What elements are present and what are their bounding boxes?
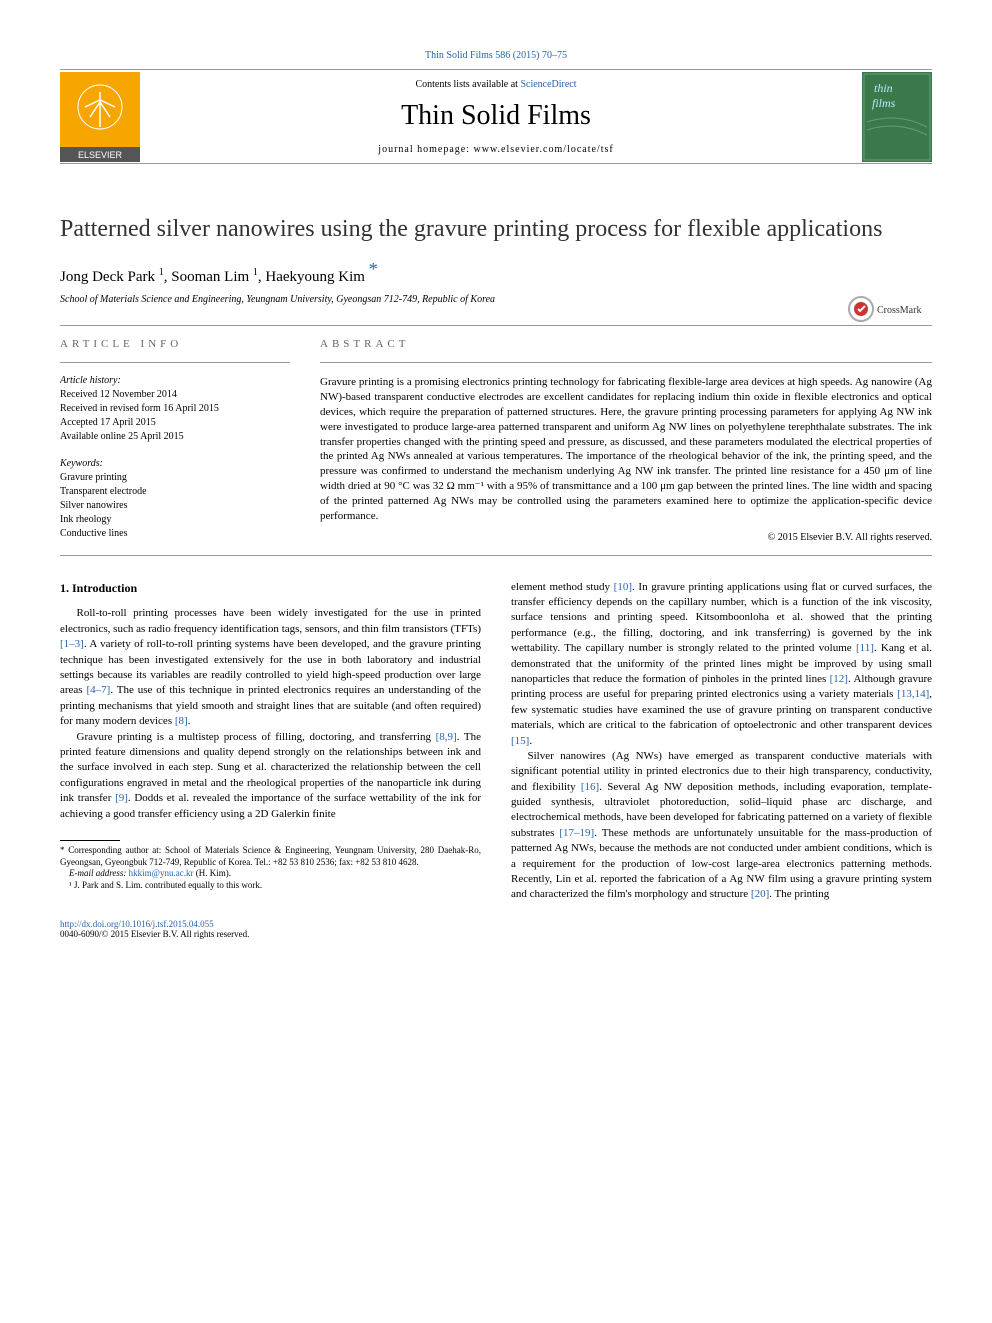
authors-line: Jong Deck Park 1, Sooman Lim 1, Haekyoun…	[60, 259, 932, 286]
body-text: element method study	[511, 581, 614, 593]
history-revised: Received in revised form 16 April 2015	[60, 402, 290, 416]
elsevier-logo: ELSEVIER	[60, 72, 140, 162]
divider-bottom	[60, 555, 932, 556]
ref-link[interactable]: [9]	[115, 792, 128, 804]
keyword-4: Ink rheology	[60, 513, 290, 527]
footnotes: * Corresponding author at: School of Mat…	[60, 840, 481, 892]
journal-hp-url[interactable]: www.elsevier.com/locate/tsf	[474, 144, 614, 155]
body-text: .	[188, 715, 191, 727]
divider-top	[60, 325, 932, 326]
svg-text:CrossMark: CrossMark	[877, 305, 921, 316]
author-2-sup: 1	[253, 267, 258, 278]
article-info-label: article info	[60, 338, 290, 350]
doi-block: http://dx.doi.org/10.1016/j.tsf.2015.04.…	[60, 919, 932, 939]
svg-text:films: films	[872, 96, 896, 110]
footnote-email-suffix: (H. Kim).	[193, 868, 231, 878]
abstract-text: Gravure printing is a promising electron…	[320, 375, 932, 523]
ref-link[interactable]: [4–7]	[86, 684, 110, 696]
footnote-equal: ¹ J. Park and S. Lim. contributed equall…	[60, 880, 481, 892]
svg-text:ELSEVIER: ELSEVIER	[78, 150, 123, 160]
article-title: Patterned silver nanowires using the gra…	[60, 214, 932, 245]
divider-abstract	[320, 362, 932, 363]
author-1-sup: 1	[159, 267, 164, 278]
ref-link[interactable]: [1–3]	[60, 638, 84, 650]
body-text: .	[529, 735, 532, 747]
body-text: Gravure printing is a multistep process …	[77, 731, 436, 743]
doi-copyright: 0040-6090/© 2015 Elsevier B.V. All right…	[60, 929, 249, 939]
history-received: Received 12 November 2014	[60, 388, 290, 402]
sciencedirect-link[interactable]: ScienceDirect	[520, 79, 576, 90]
sciencedirect-banner: ELSEVIER Contents lists available at Sci…	[60, 69, 932, 164]
affiliation: School of Materials Science and Engineer…	[60, 294, 932, 305]
journal-cover-logo: thin films	[862, 72, 932, 162]
ref-link[interactable]: [15]	[511, 735, 529, 747]
keyword-2: Transparent electrode	[60, 485, 290, 499]
keyword-5: Conductive lines	[60, 527, 290, 541]
footnote-corresponding: * Corresponding author at: School of Mat…	[60, 845, 481, 868]
body-text: Roll-to-roll printing processes have bee…	[60, 607, 481, 634]
svg-text:thin: thin	[874, 81, 893, 95]
email-link[interactable]: hkkim@ynu.ac.kr	[129, 868, 194, 878]
ref-link[interactable]: [20]	[751, 888, 769, 900]
footnote-divider	[60, 840, 120, 841]
ref-link[interactable]: [10]	[614, 581, 632, 593]
body-column-left: 1. Introduction Roll-to-roll printing pr…	[60, 580, 481, 903]
keyword-3: Silver nanowires	[60, 499, 290, 513]
intro-heading: 1. Introduction	[60, 580, 481, 597]
history-online: Available online 25 April 2015	[60, 430, 290, 444]
author-2: Sooman Lim	[171, 269, 249, 285]
history-label: Article history:	[60, 375, 290, 386]
history-accepted: Accepted 17 April 2015	[60, 416, 290, 430]
sd-contents-line: Contents lists available at ScienceDirec…	[60, 79, 932, 90]
journal-hp-prefix: journal homepage:	[378, 144, 473, 155]
crossmark-badge[interactable]: CrossMark	[847, 295, 932, 323]
journal-header-link[interactable]: Thin Solid Films 586 (2015) 70–75	[60, 50, 932, 61]
ref-link[interactable]: [17–19]	[559, 827, 594, 839]
copyright-line: © 2015 Elsevier B.V. All rights reserved…	[320, 532, 932, 543]
ref-link[interactable]: [16]	[581, 781, 599, 793]
corresponding-star: *	[369, 259, 378, 279]
body-text: . The printing	[769, 888, 829, 900]
keyword-1: Gravure printing	[60, 471, 290, 485]
journal-homepage: journal homepage: www.elsevier.com/locat…	[60, 144, 932, 155]
body-text: . The use of this technique in printed e…	[60, 684, 481, 727]
doi-link[interactable]: http://dx.doi.org/10.1016/j.tsf.2015.04.…	[60, 919, 214, 929]
ref-link[interactable]: [8]	[175, 715, 188, 727]
ref-link[interactable]: [11]	[856, 642, 874, 654]
author-3: Haekyoung Kim	[265, 269, 365, 285]
keywords-label: Keywords:	[60, 458, 290, 469]
body-column-right: element method study [10]. In gravure pr…	[511, 580, 932, 903]
abstract-label: abstract	[320, 338, 932, 350]
ref-link[interactable]: [12]	[830, 673, 848, 685]
ref-link[interactable]: [8,9]	[436, 731, 457, 743]
divider-info	[60, 362, 290, 363]
journal-name: Thin Solid Films	[60, 100, 932, 132]
author-1: Jong Deck Park	[60, 269, 155, 285]
footnote-email-label: E-mail address:	[69, 868, 129, 878]
sd-contents-prefix: Contents lists available at	[415, 79, 520, 90]
ref-link[interactable]: [13,14]	[897, 688, 929, 700]
